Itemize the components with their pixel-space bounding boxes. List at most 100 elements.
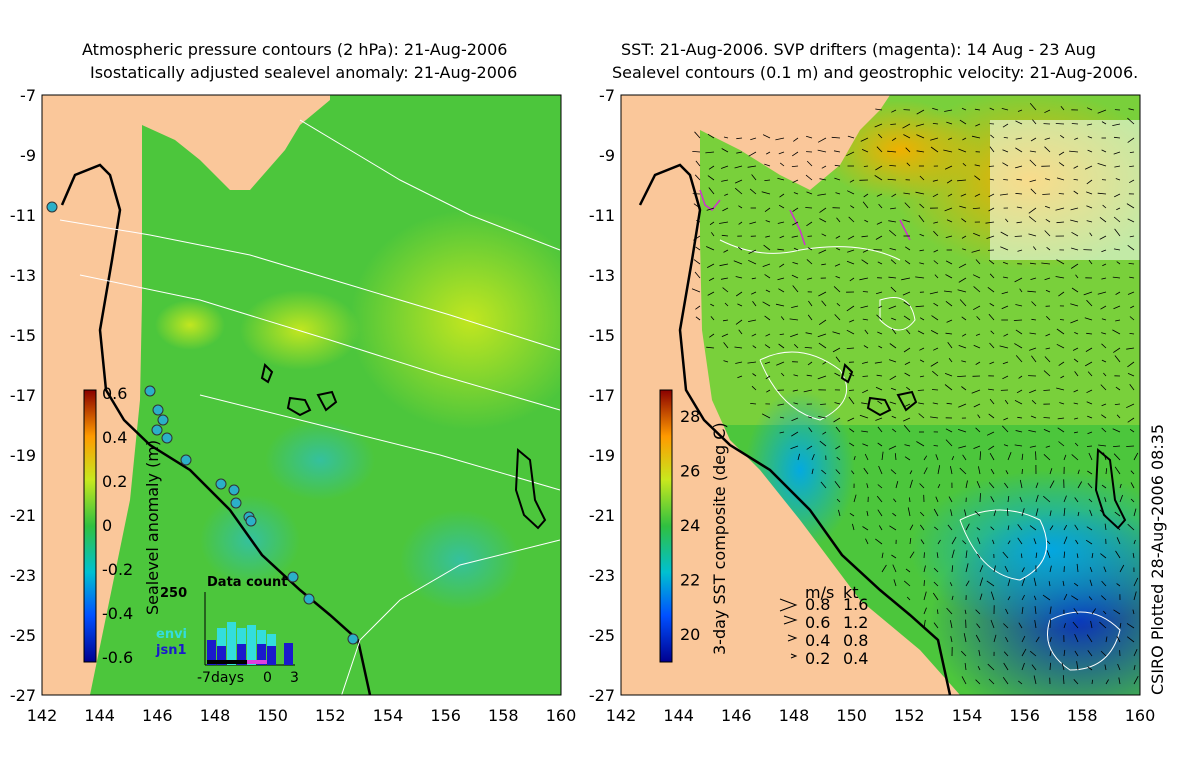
velocity-arrow [1001, 108, 1009, 111]
velocity-arrow [894, 453, 897, 461]
velocity-arrow [974, 175, 981, 181]
velocity-arrow [805, 174, 813, 181]
velocity-arrow [1014, 400, 1023, 405]
velocity-arrow [791, 151, 799, 157]
velocity-arrow [891, 193, 897, 198]
velocity-arrow [1007, 579, 1011, 587]
velocity-arrow [936, 552, 939, 559]
velocity-arrow [963, 633, 967, 643]
velocity-arrow [989, 361, 995, 365]
velocity-arrow [738, 205, 743, 209]
velocity-arrow [1087, 431, 1093, 435]
velocity-arrow [957, 429, 967, 433]
velocity-arrow [957, 179, 967, 182]
velocity-arrow [975, 609, 981, 615]
velocity-arrow [906, 596, 911, 601]
velocity-arrow [875, 291, 883, 295]
velocity-arrow [1091, 608, 1097, 615]
velocity-arrow [1104, 664, 1107, 671]
velocity-arrow [853, 455, 856, 461]
velocity-arrow [978, 649, 981, 657]
velocity-arrow [1073, 608, 1079, 615]
velocity-arrow [945, 332, 953, 335]
velocity-arrow [750, 403, 757, 405]
velocity-arrow [1014, 444, 1023, 447]
velocity-arrow [1042, 594, 1051, 601]
velocity-arrow [916, 441, 925, 447]
velocity-arrow [851, 470, 855, 475]
velocity-arrow [1099, 235, 1107, 240]
velocity-arrow [943, 290, 953, 293]
velocity-arrow [1059, 134, 1065, 139]
velocity-arrow [916, 109, 925, 115]
velocity-arrow [1007, 540, 1011, 545]
velocity-arrow [989, 178, 995, 181]
velocity-arrow [1020, 553, 1023, 559]
velocity-arrow [1129, 383, 1135, 391]
velocity-arrow [889, 229, 897, 237]
velocity-arrow [1113, 248, 1121, 251]
velocity-arrow [821, 263, 827, 266]
velocity-arrow [976, 623, 981, 629]
velocity-arrow [836, 456, 841, 461]
velocity-arrow [693, 203, 701, 209]
velocity-arrow [973, 305, 981, 311]
velocity-arrow [923, 467, 928, 475]
left-colorbar-label: Sealevel anomaly (m) [143, 440, 162, 615]
velocity-arrow [977, 537, 981, 545]
velocity-arrow [836, 302, 841, 307]
velocity-arrow [1056, 387, 1065, 391]
lon-label: 148 [779, 706, 810, 725]
data-count-inset: Data count 250 envi jsn1 [155, 575, 299, 686]
velocity-arrow [1100, 305, 1107, 310]
velocity-arrow [822, 361, 827, 365]
velocity-arrow [835, 356, 841, 363]
velocity-arrow [946, 121, 953, 125]
velocity-arrow [806, 259, 813, 265]
velocity-arrow [777, 403, 785, 406]
velocity-arrow [1133, 665, 1136, 671]
velocity-arrow [764, 274, 771, 279]
velocity-arrow [903, 417, 911, 422]
velocity-arrow [863, 165, 869, 167]
velocity-arrow [1074, 431, 1079, 434]
velocity-arrow [1102, 204, 1107, 209]
velocity-arrow [780, 316, 785, 321]
velocity-arrow [819, 440, 827, 447]
lon-label: 152 [315, 706, 346, 725]
velocity-arrow [848, 442, 855, 447]
velocity-arrow [1115, 550, 1121, 559]
velocity-arrow [933, 302, 939, 307]
velocity-arrow [1044, 146, 1051, 153]
velocity-arrow [1083, 291, 1093, 296]
velocity-arrow [1070, 319, 1079, 324]
velocity-arrow [875, 538, 883, 545]
velocity-arrow [1112, 428, 1121, 433]
velocity-arrow [1087, 666, 1093, 671]
velocity-arrow [1028, 233, 1037, 237]
velocity-arrow [749, 188, 757, 195]
velocity-arrow [946, 179, 953, 184]
velocity-arrow [1115, 319, 1121, 322]
velocity-arrow [890, 469, 897, 475]
velocity-arrow [891, 109, 897, 113]
velocity-arrow [971, 135, 981, 139]
velocity-arrow [1075, 539, 1079, 545]
lon-label: 144 [84, 706, 115, 725]
velocity-arrow [1017, 416, 1023, 419]
velocity-arrow [1101, 149, 1107, 153]
velocity-arrow [1070, 247, 1079, 251]
velocity-arrow [892, 564, 897, 573]
velocity-arrow [1016, 389, 1023, 394]
velocity-arrow [906, 162, 911, 167]
velocity-arrow [1044, 109, 1051, 114]
velocity-arrow [764, 179, 771, 181]
velocity-arrow [708, 277, 715, 281]
left-pressure-contour [299, 119, 561, 251]
velocity-arrow [1074, 650, 1079, 657]
velocity-arrow [948, 496, 953, 503]
right-cloud-mask [990, 120, 1140, 260]
velocity-arrow [1043, 429, 1051, 433]
velocity-arrow [862, 361, 869, 364]
velocity-arrow [1017, 537, 1023, 545]
